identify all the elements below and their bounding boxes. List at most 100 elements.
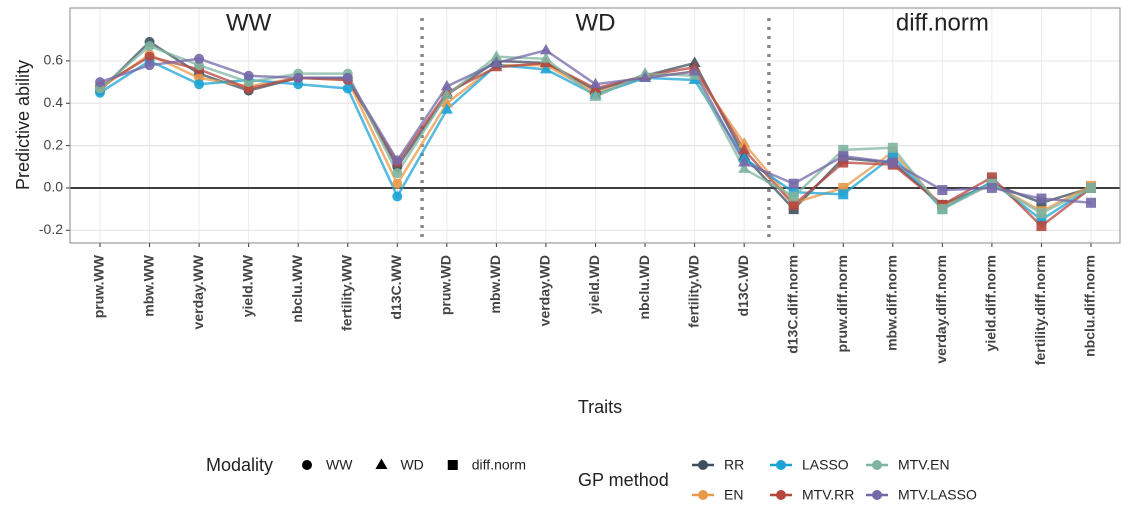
point <box>788 199 799 210</box>
x-tick-label: fertility.WD <box>685 255 701 328</box>
x-tick-label: yield.WW <box>239 254 255 317</box>
point <box>738 162 751 173</box>
point <box>639 71 652 82</box>
legend-shape <box>302 460 312 470</box>
point <box>937 185 948 196</box>
x-tick-label: verday.WD <box>537 255 553 326</box>
x-tick-label: d13C.WD <box>735 255 751 316</box>
x-tick-label: fertility.WW <box>338 254 354 331</box>
point <box>440 96 453 108</box>
legend-label: WW <box>326 457 353 473</box>
point <box>490 50 503 61</box>
panel-label: diff.norm <box>896 9 989 36</box>
plot-border <box>69 7 1121 244</box>
point <box>293 72 304 83</box>
legend-marker <box>698 460 708 470</box>
x-tick-label: d13C.diff.norm <box>784 255 800 354</box>
point <box>887 157 898 168</box>
point <box>986 172 997 183</box>
y-tick-label: -0.2 <box>39 221 63 237</box>
point <box>194 79 205 90</box>
point <box>838 182 849 193</box>
x-tick-label: verday.WW <box>190 254 206 329</box>
point <box>838 157 849 168</box>
point <box>838 151 849 162</box>
legend-label: RR <box>724 457 744 473</box>
x-tick-label: mbw.WD <box>487 255 503 314</box>
point <box>788 178 799 189</box>
point <box>1036 193 1047 204</box>
y-tick-label: 0.0 <box>44 179 64 195</box>
point <box>144 41 155 52</box>
x-tick-label: yield.diff.norm <box>983 255 999 351</box>
y-tick-label: 0.4 <box>44 94 64 110</box>
point <box>838 189 849 200</box>
legend-label: WD <box>400 457 423 473</box>
point <box>392 191 403 202</box>
point <box>887 142 898 153</box>
legend-marker <box>776 490 786 500</box>
x-tick-label: mbw.diff.norm <box>884 255 900 351</box>
x-tick-label: mbw.WW <box>140 254 156 316</box>
point <box>144 51 155 62</box>
legend-marker <box>872 460 882 470</box>
y-axis-title: Predictive ability <box>13 60 33 190</box>
point <box>539 43 552 55</box>
point <box>1036 221 1047 232</box>
legend-label: diff.norm <box>472 457 526 473</box>
point <box>342 72 353 83</box>
x-tick-label: d13C.WW <box>388 254 404 319</box>
point <box>95 77 105 88</box>
point <box>986 182 997 193</box>
point <box>589 77 602 89</box>
point <box>539 52 552 63</box>
point <box>194 53 205 64</box>
legend-shape <box>375 458 388 469</box>
point <box>937 204 948 215</box>
point <box>144 60 155 71</box>
point <box>539 62 552 74</box>
legend-label: MTV.EN <box>898 457 950 473</box>
point <box>392 155 403 166</box>
point <box>738 143 751 154</box>
panel-label: WW <box>226 9 272 36</box>
method-legend-title: GP method <box>578 470 669 490</box>
point <box>1036 208 1047 219</box>
legend-label: LASSO <box>802 457 849 473</box>
legend-marker <box>776 460 786 470</box>
legend-marker <box>698 490 708 500</box>
x-tick-label: nbclu.WD <box>636 255 652 320</box>
point <box>342 83 353 94</box>
point <box>738 136 751 148</box>
point <box>392 168 403 179</box>
legend-marker <box>872 490 882 500</box>
point <box>1086 182 1096 193</box>
x-tick-label: nbclu.diff.norm <box>1082 255 1098 357</box>
point <box>1036 214 1047 225</box>
modality-legend-title: Modality <box>206 455 273 475</box>
point <box>440 79 453 91</box>
x-tick-label: nbclu.WW <box>289 254 305 322</box>
point <box>788 191 799 202</box>
y-tick-label: 0.2 <box>44 136 64 152</box>
legend-shape <box>447 460 458 470</box>
point <box>738 156 751 167</box>
panel-label: WD <box>576 9 616 36</box>
point <box>440 103 453 114</box>
legend-label: EN <box>724 487 743 503</box>
x-tick-label: pruw.WW <box>91 254 107 318</box>
point <box>440 88 453 99</box>
legend-label: MTV.RR <box>802 487 854 503</box>
point <box>688 65 701 76</box>
point <box>490 56 503 68</box>
point <box>243 70 254 81</box>
x-tick-label: fertility.diff.norm <box>1032 255 1048 365</box>
point <box>1086 197 1096 208</box>
x-tick-label: yield.WD <box>586 255 602 314</box>
x-tick-label: pruw.diff.norm <box>834 255 850 352</box>
y-tick-label: 0.6 <box>44 52 64 68</box>
point <box>589 90 602 101</box>
point <box>838 144 849 155</box>
x-tick-label: verday.diff.norm <box>933 255 949 364</box>
